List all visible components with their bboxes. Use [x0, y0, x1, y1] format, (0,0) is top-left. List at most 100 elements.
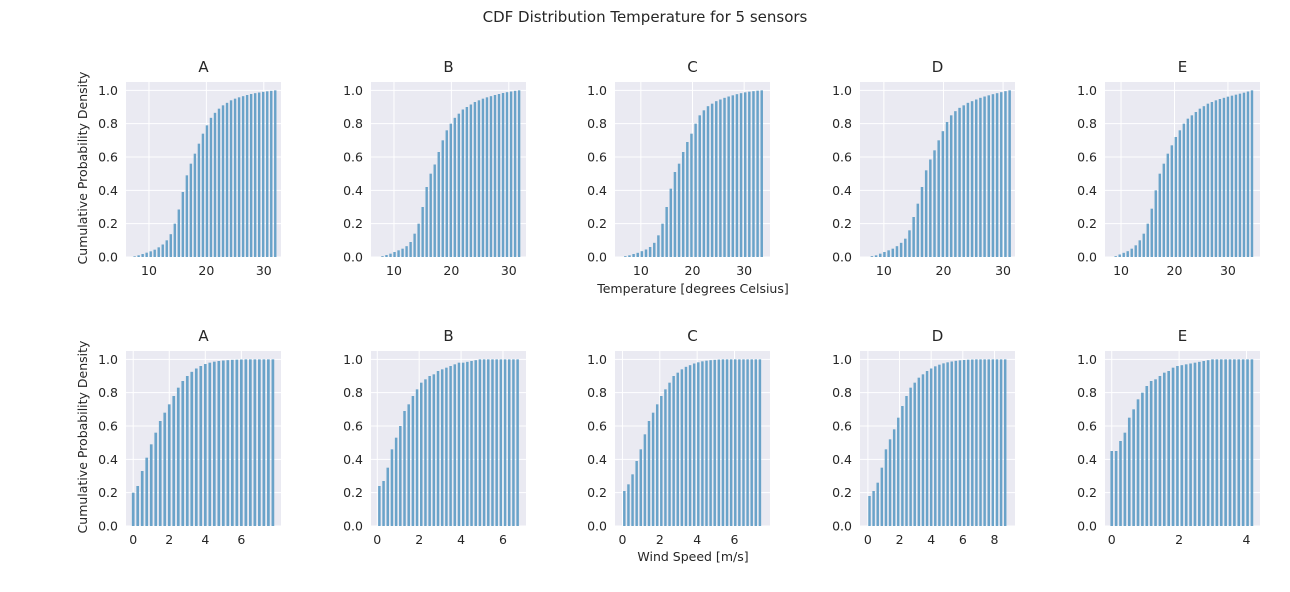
cdf-bar [945, 122, 949, 257]
y-tick-label: 0.2 [832, 216, 852, 231]
cdf-bar [194, 368, 198, 526]
cdf-bar [190, 371, 194, 526]
y-tick-label: 0.6 [832, 419, 852, 434]
y-tick-label: 1.0 [1077, 352, 1097, 367]
cdf-bar [987, 359, 990, 526]
cdf-bar [891, 248, 895, 257]
cdf-bar [1154, 190, 1157, 257]
y-tick-label: 1.0 [587, 83, 607, 98]
cdf-bar [966, 102, 970, 257]
cdf-bar [457, 113, 461, 257]
wind-speed-x-axis-label: Wind Speed [m/s] [637, 549, 749, 564]
subplot-wind-a: A 0.0 0.2 0.4 0.6 0.8 1.0 0 2 4 6 [98, 327, 281, 547]
cdf-bar [912, 217, 915, 257]
cdf-bar [253, 359, 257, 526]
y-tick-label: 0.0 [587, 250, 607, 265]
cdf-bar [709, 360, 712, 526]
cdf-bar [415, 389, 419, 526]
cdf-bar [208, 362, 212, 526]
y-tick-label: 0.2 [832, 485, 852, 500]
cdf-bar [176, 387, 180, 526]
cdf-bar [962, 360, 966, 526]
y-tick-label: 0.2 [587, 216, 607, 231]
cdf-bar [635, 461, 638, 526]
cdf-bar [274, 90, 277, 257]
cdf-bar [901, 406, 904, 526]
cdf-bar [725, 359, 729, 526]
cdf-bar [644, 249, 648, 257]
y-tick-label: 0.4 [343, 183, 363, 198]
x-tick-label: 0 [129, 532, 137, 547]
cdf-bar [1110, 451, 1114, 526]
cdf-bar [884, 449, 888, 526]
cdf-bar [212, 361, 216, 526]
x-tick-label: 2 [165, 532, 173, 547]
cdf-bar [205, 125, 209, 257]
cdf-bar [713, 359, 716, 526]
cdf-bar [433, 164, 436, 257]
x-tick-label: 30 [256, 263, 272, 278]
cdf-bar [639, 449, 643, 526]
x-tick-label: 4 [201, 532, 209, 547]
y-tick-label: 0.6 [98, 150, 118, 165]
x-tick-label: 2 [896, 532, 904, 547]
cdf-bar [680, 369, 684, 526]
cdf-bar [1167, 371, 1170, 526]
cdf-bar [924, 170, 928, 257]
cdf-bar [681, 152, 685, 257]
y-tick-label: 0.6 [1077, 150, 1097, 165]
cdf-bar [133, 256, 136, 257]
y-tick-label: 0.6 [832, 150, 852, 165]
cdf-bar [1127, 417, 1131, 526]
y-tick-label: 0.4 [832, 183, 852, 198]
cdf-bar [1226, 96, 1230, 257]
cdf-bar [715, 101, 718, 257]
y-tick-label: 0.8 [587, 385, 607, 400]
cdf-bar [381, 256, 384, 257]
cdf-bar [1114, 451, 1118, 526]
cdf-bar [249, 359, 252, 526]
cdf-bar [1132, 409, 1135, 526]
y-tick-label: 0.4 [1077, 452, 1097, 467]
cdf-bar [999, 359, 1003, 526]
y-tick-label: 0.6 [587, 150, 607, 165]
y-tick-label: 1.0 [343, 352, 363, 367]
cdf-bar [487, 359, 490, 526]
cdf-bar [181, 192, 185, 257]
cdf-bar [946, 362, 949, 526]
cdf-bar [440, 369, 444, 526]
x-tick-label: 4 [1243, 532, 1251, 547]
y-tick-label: 0.0 [832, 519, 852, 534]
cdf-bar [958, 360, 962, 526]
cdf-bar [1202, 361, 1206, 526]
y-tick-label: 0.0 [832, 250, 852, 265]
cdf-bar [481, 98, 485, 257]
cdf-bar [719, 99, 722, 257]
cdf-bar [1138, 240, 1141, 257]
cdf-bar [651, 412, 655, 526]
cdf-bar [717, 359, 721, 526]
y-tick-label: 0.8 [98, 116, 118, 131]
cdf-bar [758, 359, 762, 526]
subplot-wind-c: C 0.0 0.2 0.4 0.6 0.8 1.0 0 2 4 6 [587, 327, 770, 547]
cdf-bar [235, 359, 239, 526]
cdf-bar [628, 255, 631, 257]
cdf-bar [249, 94, 253, 257]
x-tick-label: 4 [927, 532, 935, 547]
subplot-title: D [932, 58, 944, 76]
cdf-bar [987, 95, 991, 257]
x-tick-label: 30 [995, 263, 1011, 278]
cdf-bar [436, 371, 440, 526]
cdf-bar [503, 359, 507, 526]
cdf-bar [189, 163, 193, 257]
cdf-bar [213, 112, 217, 257]
cdf-bar [1186, 118, 1190, 257]
x-tick-label: 10 [386, 263, 402, 278]
plot-area [1105, 82, 1260, 257]
subplot-temperature-e: E 0.0 0.2 0.4 0.6 0.8 1.0 10 20 30 [1077, 58, 1260, 278]
cdf-bar [165, 240, 168, 257]
cdf-bar [870, 256, 874, 257]
subplot-title: A [198, 58, 209, 76]
cdf-bar [1154, 379, 1157, 526]
cdf-bar [929, 159, 932, 257]
